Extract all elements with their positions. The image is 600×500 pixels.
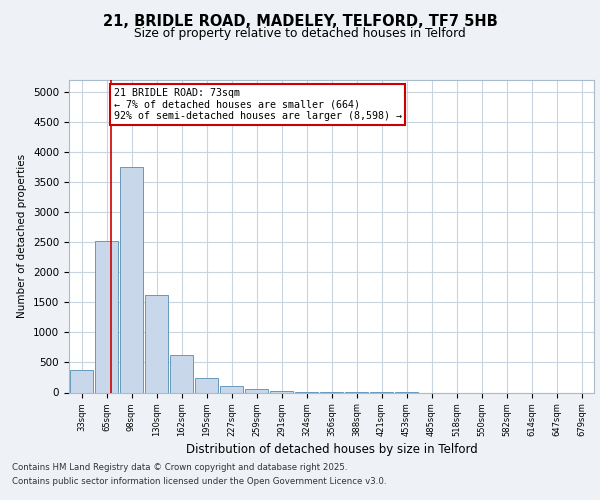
- Text: 21 BRIDLE ROAD: 73sqm
← 7% of detached houses are smaller (664)
92% of semi-deta: 21 BRIDLE ROAD: 73sqm ← 7% of detached h…: [114, 88, 402, 121]
- Text: 21, BRIDLE ROAD, MADELEY, TELFORD, TF7 5HB: 21, BRIDLE ROAD, MADELEY, TELFORD, TF7 5…: [103, 14, 497, 29]
- Bar: [245, 390, 268, 392]
- Bar: [70, 370, 94, 392]
- Text: Size of property relative to detached houses in Telford: Size of property relative to detached ho…: [134, 28, 466, 40]
- Y-axis label: Number of detached properties: Number of detached properties: [17, 154, 28, 318]
- X-axis label: Distribution of detached houses by size in Telford: Distribution of detached houses by size …: [185, 443, 478, 456]
- Bar: [95, 241, 118, 392]
- Bar: [170, 355, 193, 393]
- Text: Contains HM Land Registry data © Crown copyright and database right 2025.: Contains HM Land Registry data © Crown c…: [12, 464, 347, 472]
- Bar: [269, 390, 293, 392]
- Bar: [220, 386, 244, 392]
- Bar: [194, 378, 218, 392]
- Bar: [145, 295, 169, 392]
- Bar: [119, 167, 143, 392]
- Text: Contains public sector information licensed under the Open Government Licence v3: Contains public sector information licen…: [12, 477, 386, 486]
